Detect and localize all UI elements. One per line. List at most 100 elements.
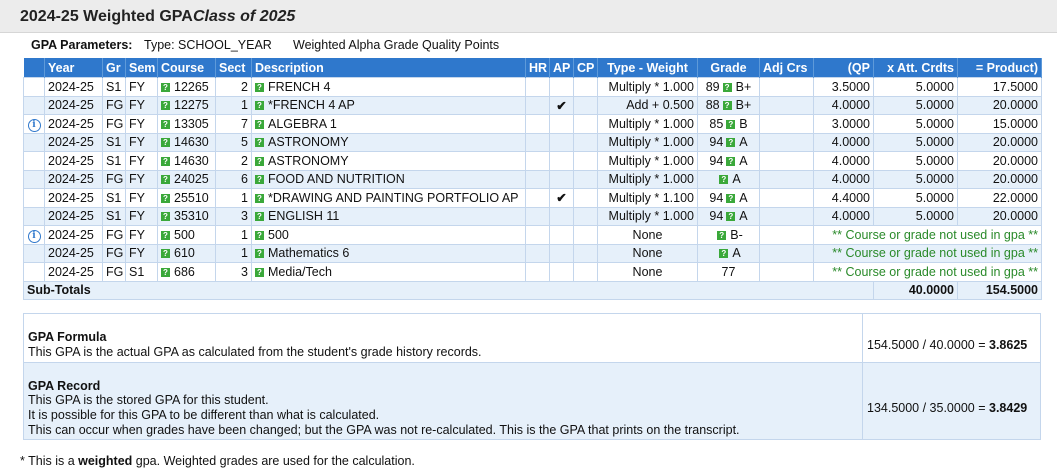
- row-note: ** Course or grade not used in gpa **: [813, 225, 1042, 245]
- col-ap[interactable]: AP: [549, 58, 574, 78]
- course-help-icon[interactable]: ?: [161, 267, 170, 277]
- grade-help-icon[interactable]: ?: [726, 212, 736, 222]
- row-note: ** Course or grade not used in gpa **: [813, 243, 1042, 263]
- grade-help-icon[interactable]: ?: [722, 101, 732, 111]
- course-help-icon[interactable]: ?: [161, 193, 170, 203]
- row-type-weight: Multiply * 1.000: [597, 169, 698, 189]
- row-product: 20.0000: [957, 132, 1042, 152]
- grade-help-icon[interactable]: ?: [726, 156, 736, 166]
- row-gr: FG: [102, 262, 126, 282]
- grade-help-icon[interactable]: ?: [719, 175, 729, 185]
- course-help-icon[interactable]: ?: [161, 230, 170, 240]
- course-number: 14630: [174, 153, 209, 168]
- description-text: Media/Tech: [268, 264, 332, 279]
- row-adj-crs: [759, 169, 814, 189]
- description-help-icon[interactable]: ?: [255, 138, 264, 148]
- row-info-cell: i: [23, 225, 45, 245]
- course-help-icon[interactable]: ?: [161, 82, 170, 92]
- grade-help-icon[interactable]: ?: [726, 119, 736, 129]
- row-info-cell: i: [23, 114, 45, 134]
- row-hr: [525, 77, 550, 97]
- course-help-icon[interactable]: ?: [161, 138, 170, 148]
- col-product[interactable]: = Product): [957, 58, 1042, 78]
- col-type-weight[interactable]: Type - Weight: [597, 58, 698, 78]
- col-sem[interactable]: Sem: [125, 58, 158, 78]
- grade-percent: 77: [721, 264, 736, 279]
- formula-title: GPA Formula: [28, 330, 107, 344]
- grade-help-icon[interactable]: ?: [717, 230, 727, 240]
- col-info: [23, 58, 45, 78]
- row-att-crdts: 5.0000: [873, 206, 958, 226]
- row-hr: [525, 151, 550, 171]
- col-sect[interactable]: Sect: [215, 58, 252, 78]
- row-sect: 7: [215, 114, 252, 134]
- row-sem: FY: [125, 225, 158, 245]
- description-help-icon[interactable]: ?: [255, 230, 264, 240]
- course-help-icon[interactable]: ?: [161, 119, 170, 129]
- row-description: ? 500: [251, 225, 526, 245]
- row-year: 2024-25: [44, 188, 103, 208]
- grade-help-icon[interactable]: ?: [719, 249, 729, 259]
- row-adj-crs: [759, 95, 814, 115]
- params-type: Type: SCHOOL_YEAR: [144, 38, 272, 52]
- col-gr[interactable]: Gr: [102, 58, 126, 78]
- description-help-icon[interactable]: ?: [255, 119, 264, 129]
- course-help-icon[interactable]: ?: [161, 156, 170, 166]
- course-number: 25510: [174, 190, 209, 205]
- gpa-formula-box: GPA Formula This GPA is the actual GPA a…: [23, 313, 1041, 363]
- col-qp[interactable]: (QP: [813, 58, 874, 78]
- description-help-icon[interactable]: ?: [255, 249, 264, 259]
- info-icon[interactable]: i: [27, 118, 41, 132]
- course-help-icon[interactable]: ?: [161, 175, 170, 185]
- grade-help-icon[interactable]: ?: [726, 138, 736, 148]
- description-help-icon[interactable]: ?: [255, 82, 264, 92]
- col-grade[interactable]: Grade: [697, 58, 760, 78]
- grade-help-icon[interactable]: ?: [722, 82, 732, 92]
- record-calc-text: 134.5000 / 35.0000 =: [867, 401, 989, 415]
- grade-percent: 94: [709, 190, 724, 205]
- description-help-icon[interactable]: ?: [255, 212, 264, 222]
- col-description[interactable]: Description: [251, 58, 526, 78]
- row-ap: [549, 114, 574, 134]
- description-help-icon[interactable]: ?: [255, 175, 264, 185]
- course-number: 500: [174, 227, 195, 242]
- col-hr[interactable]: HR: [525, 58, 550, 78]
- grade-help-icon[interactable]: ?: [726, 193, 736, 203]
- formula-calc-cell: 154.5000 / 40.0000 = 3.8625: [862, 314, 1040, 362]
- description-help-icon[interactable]: ?: [255, 193, 264, 203]
- col-cp[interactable]: CP: [573, 58, 598, 78]
- description-help-icon[interactable]: ?: [255, 156, 264, 166]
- grade-letter: A: [739, 209, 748, 224]
- row-adj-crs: [759, 262, 814, 282]
- row-grade: 85? B: [697, 114, 760, 134]
- row-course: ? 13305: [157, 114, 216, 134]
- description-text: Mathematics 6: [268, 246, 350, 261]
- description-text: ENGLISH 11: [268, 209, 340, 224]
- table-row: 2024-25 FG FY? 24025 6? FOOD AND NUTRITION Mul…: [23, 169, 1042, 189]
- record-title: GPA Record: [28, 379, 101, 393]
- info-icon[interactable]: i: [27, 229, 41, 243]
- col-course[interactable]: Course: [157, 58, 216, 78]
- description-help-icon[interactable]: ?: [255, 101, 264, 111]
- col-att-crdts[interactable]: x Att. Crdts: [873, 58, 958, 78]
- table-row: 2024-25 FG S1? 686 3? Media/Tech None 77 ** Cour…: [23, 262, 1042, 282]
- course-help-icon[interactable]: ?: [161, 212, 170, 222]
- table-row: 2024-25 S1 FY? 14630 5? ASTRONOMY Multiply * 1…: [23, 132, 1042, 152]
- course-help-icon[interactable]: ?: [161, 249, 170, 259]
- row-info-cell: [23, 95, 45, 115]
- row-hr: [525, 188, 550, 208]
- record-line1: This GPA is the stored GPA for this stud…: [28, 393, 269, 407]
- course-help-icon[interactable]: ?: [161, 101, 170, 111]
- grade-letter: A: [739, 190, 748, 205]
- description-help-icon[interactable]: ?: [255, 267, 264, 277]
- course-number: 13305: [174, 116, 209, 131]
- course-number: 24025: [174, 172, 209, 187]
- table-row: i 2024-25 FG FY? 500 1? 500 None? B- ** Course or…: [23, 225, 1042, 245]
- col-year[interactable]: Year: [44, 58, 103, 78]
- description-text: ASTRONOMY: [268, 135, 349, 150]
- col-adj-crs[interactable]: Adj Crs: [759, 58, 814, 78]
- row-sect: 2: [215, 151, 252, 171]
- row-product: 20.0000: [957, 151, 1042, 171]
- row-sect: 3: [215, 206, 252, 226]
- description-text: FOOD AND NUTRITION: [268, 172, 405, 187]
